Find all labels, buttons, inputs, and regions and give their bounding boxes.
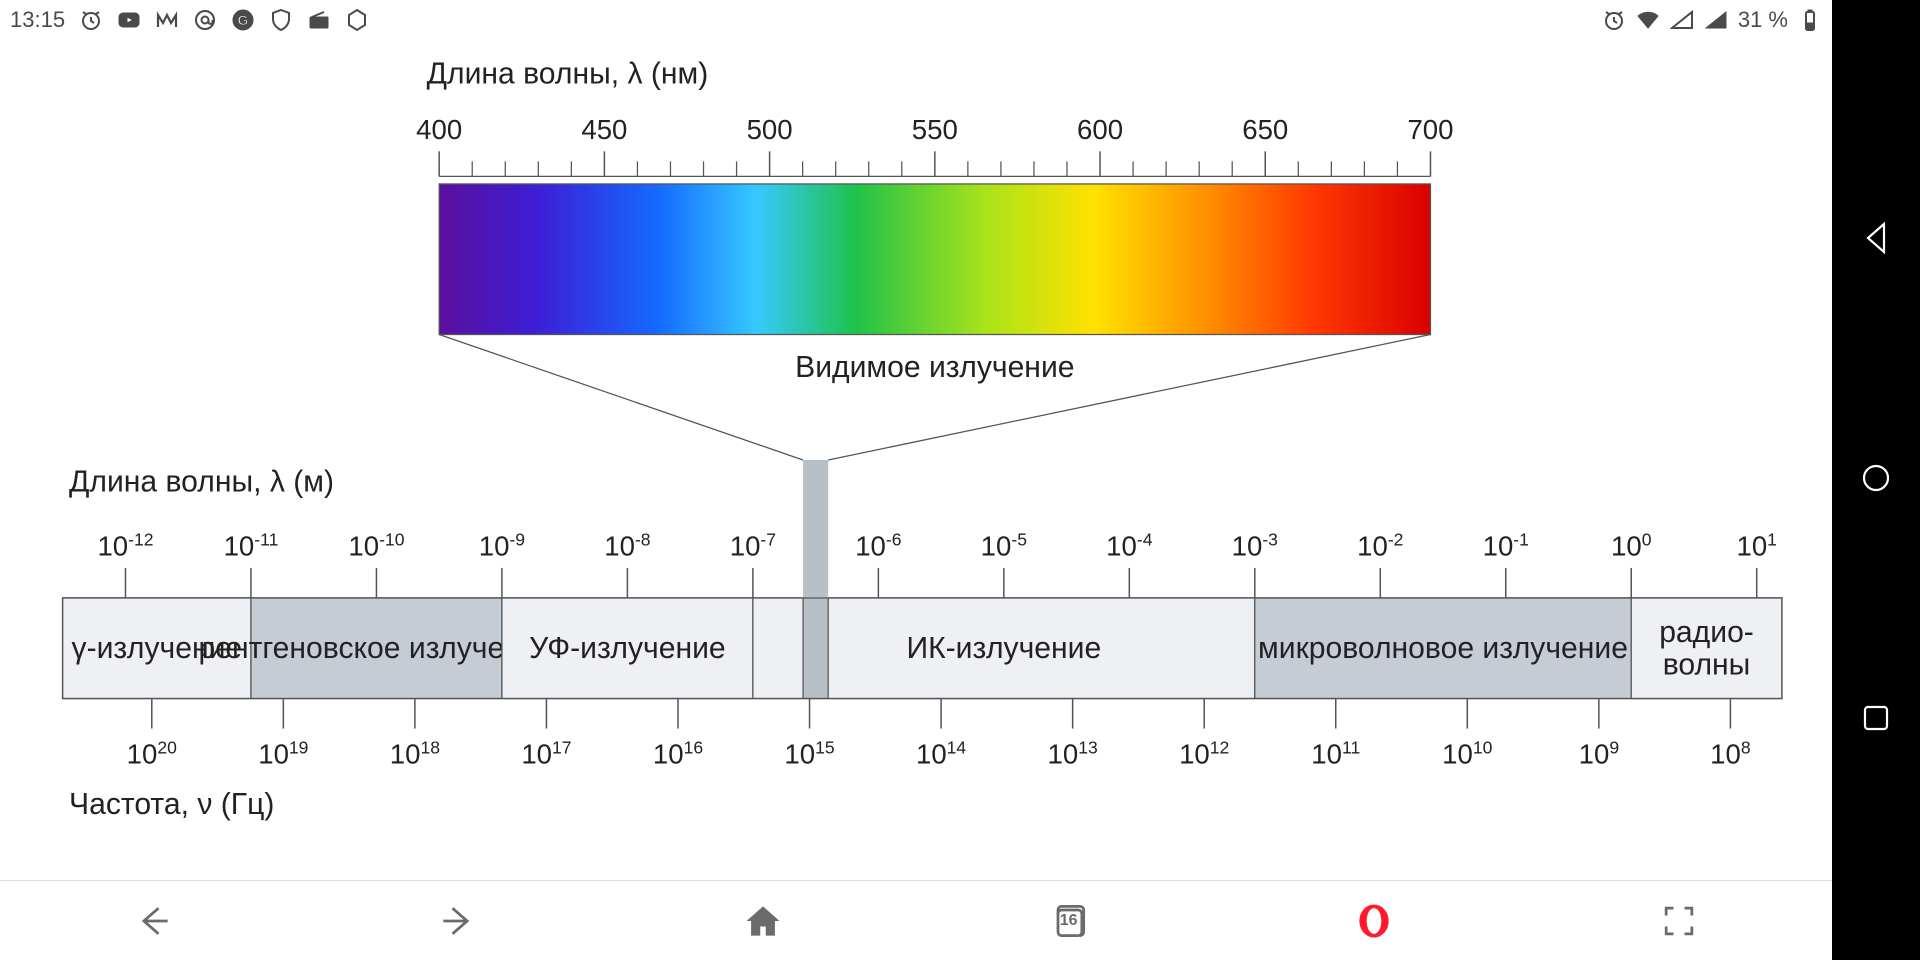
svg-text:650: 650 [1242, 114, 1288, 145]
status-clock: 13:15 [10, 7, 65, 33]
m-icon [155, 8, 179, 32]
svg-text:10-1: 10-1 [1483, 529, 1529, 561]
svg-text:1014: 1014 [916, 738, 966, 770]
svg-text:10-11: 10-11 [224, 529, 279, 561]
svg-text:УФ-излучение: УФ-излучение [529, 632, 726, 665]
radio-icon [307, 8, 331, 32]
signal-icon-2 [1704, 8, 1728, 32]
wifi-icon [1636, 8, 1660, 32]
svg-text:450: 450 [581, 114, 627, 145]
g-circle-icon: G [231, 8, 255, 32]
battery-pct: 31 % [1738, 7, 1788, 33]
svg-text:108: 108 [1710, 738, 1750, 770]
at-icon [193, 8, 217, 32]
tabs-button[interactable]: 16 [1039, 891, 1099, 951]
svg-text:109: 109 [1579, 738, 1619, 770]
shield-icon [269, 8, 293, 32]
svg-text:1013: 1013 [1048, 738, 1098, 770]
svg-text:1019: 1019 [258, 738, 308, 770]
em-spectrum-diagram: Длина волны, λ (нм) 400 450 500 550 600 650 700… [0, 40, 1832, 880]
svg-text:ИК-излучение: ИК-излучение [906, 632, 1101, 665]
svg-text:Видимое излучение: Видимое излучение [795, 351, 1074, 384]
svg-text:Длина волны, λ (м): Длина волны, λ (м) [69, 465, 334, 498]
forward-button[interactable] [428, 891, 488, 951]
svg-text:600: 600 [1077, 114, 1123, 145]
youtube-icon [117, 8, 141, 32]
svg-text:1018: 1018 [390, 738, 440, 770]
svg-text:10-9: 10-9 [479, 529, 525, 561]
svg-text:10-2: 10-2 [1357, 529, 1403, 561]
svg-text:10-8: 10-8 [604, 529, 650, 561]
svg-text:550: 550 [912, 114, 958, 145]
svg-text:10-7: 10-7 [730, 529, 776, 561]
svg-text:10-12: 10-12 [97, 529, 153, 561]
svg-text:Частота, ν (Гц): Частота, ν (Гц) [69, 788, 274, 821]
battery-icon [1798, 8, 1822, 32]
hex-icon [345, 8, 369, 32]
svg-text:500: 500 [747, 114, 793, 145]
svg-text:100: 100 [1611, 529, 1652, 561]
fullscreen-button[interactable] [1649, 891, 1709, 951]
svg-text:1012: 1012 [1179, 738, 1229, 770]
alarm-icon [79, 8, 103, 32]
svg-text:1020: 1020 [127, 738, 177, 770]
opera-button[interactable] [1344, 891, 1404, 951]
svg-text:1017: 1017 [521, 738, 571, 770]
system-recent-button[interactable] [1858, 700, 1894, 741]
home-button[interactable] [733, 891, 793, 951]
tabs-count: 16 [1060, 912, 1078, 930]
svg-text:10-4: 10-4 [1106, 529, 1153, 561]
svg-text:10-10: 10-10 [348, 529, 404, 561]
svg-text:1011: 1011 [1311, 738, 1360, 770]
android-system-nav [1832, 0, 1920, 960]
svg-text:700: 700 [1407, 114, 1453, 145]
signal-icon-1 [1670, 8, 1694, 32]
svg-text:волны: волны [1663, 649, 1751, 682]
svg-text:10-3: 10-3 [1232, 529, 1278, 561]
svg-text:Длина волны, λ (нм): Длина волны, λ (нм) [427, 58, 709, 91]
browser-toolbar: 16 [0, 880, 1832, 960]
svg-text:1015: 1015 [784, 738, 834, 770]
svg-text:микроволновое излучение: микроволновое излучение [1258, 632, 1628, 665]
system-back-button[interactable] [1858, 220, 1894, 261]
alarm-icon-2 [1602, 8, 1626, 32]
svg-text:10-6: 10-6 [855, 529, 901, 561]
android-status-bar: 13:15 G 31 % [0, 0, 1832, 40]
system-home-button[interactable] [1858, 460, 1894, 501]
svg-text:400: 400 [416, 114, 462, 145]
svg-text:1016: 1016 [653, 738, 703, 770]
svg-text:рентгеновское излучение: рентгеновское излучение [198, 632, 554, 665]
svg-text:101: 101 [1736, 529, 1776, 561]
svg-text:10-5: 10-5 [981, 529, 1028, 561]
svg-text:G: G [238, 12, 249, 28]
back-button[interactable] [123, 891, 183, 951]
svg-text:радио-: радио- [1659, 616, 1754, 649]
svg-text:1010: 1010 [1442, 738, 1492, 770]
